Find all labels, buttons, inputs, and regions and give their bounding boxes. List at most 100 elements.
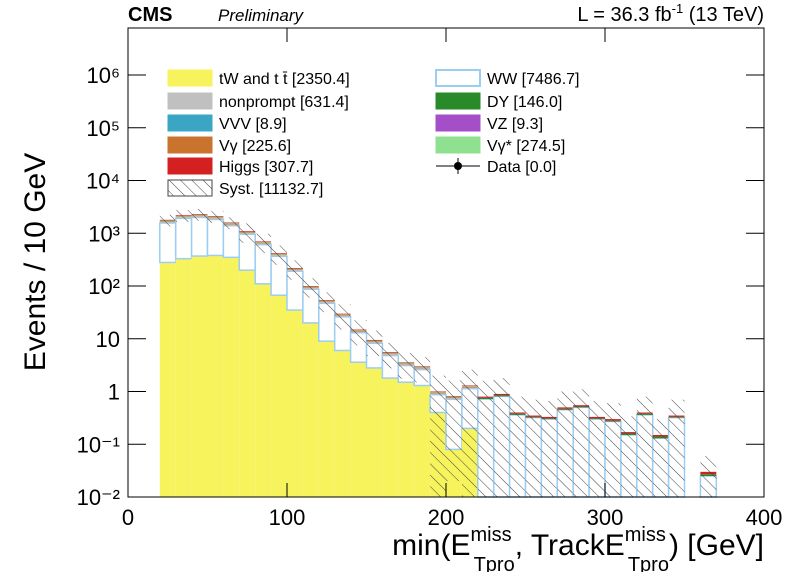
bar-segment <box>208 219 224 255</box>
legend-swatch <box>436 93 480 109</box>
y-axis-label: Events / 10 GeV <box>19 153 52 371</box>
bar-segment <box>208 255 224 497</box>
syst-band <box>351 320 367 345</box>
x-tick-label: 200 <box>428 505 465 530</box>
bar-segment <box>239 270 255 497</box>
legend-label: Data [0.0] <box>487 159 556 176</box>
legend-swatch <box>436 70 480 86</box>
y-tick-label: 10⁶ <box>86 63 120 88</box>
legend-swatch <box>168 180 212 196</box>
syst-band <box>621 416 637 497</box>
y-tick-label: 10³ <box>88 221 120 246</box>
legend-marker <box>454 162 462 170</box>
syst-band <box>700 456 716 497</box>
bar-segment <box>192 256 208 497</box>
legend-label: Vγ [225.6] <box>219 138 291 155</box>
syst-band <box>462 370 478 497</box>
syst-band <box>526 400 542 497</box>
x-label-part: min(E <box>392 529 470 562</box>
legend-label: Vγ* [274.5] <box>487 138 565 155</box>
y-tick-label: 10⁴ <box>86 169 120 194</box>
lumi-exp: -1 <box>672 1 684 16</box>
syst-band <box>160 215 176 227</box>
bar-segment <box>223 257 239 497</box>
legend-swatch <box>168 70 212 86</box>
syst-band <box>557 392 573 497</box>
syst-band <box>494 378 510 497</box>
bar-segment <box>382 378 398 497</box>
syst-band <box>398 353 414 379</box>
x-tick-label: 300 <box>587 505 624 530</box>
plot-area <box>160 209 717 497</box>
y-tick-label: 10⁵ <box>86 116 120 141</box>
legend-label: VVV [8.9] <box>219 116 287 133</box>
x-tick-label: 100 <box>269 505 306 530</box>
syst-band <box>446 380 462 481</box>
legend-swatch <box>168 158 212 174</box>
lumi: L = 36.3 fb-1 (13 TeV) <box>577 1 764 26</box>
y-tick-label: 1 <box>108 380 120 405</box>
y-tick-label: 10⁻¹ <box>77 432 120 457</box>
syst-band <box>319 292 335 312</box>
bar-segment <box>192 217 208 256</box>
bar-segment <box>287 310 303 497</box>
x-label-sub: Tpro <box>474 554 515 572</box>
syst-band <box>430 376 446 497</box>
legend-label: DY [146.0] <box>487 94 562 111</box>
syst-band <box>255 234 271 253</box>
legend-label: VZ [9.3] <box>487 116 543 133</box>
legend-swatch <box>168 115 212 131</box>
legend-label: tW and t t̄ [2350.4] <box>219 71 350 88</box>
syst-band <box>637 397 653 497</box>
syst-band <box>510 397 526 497</box>
syst-band <box>541 401 557 497</box>
y-tick-label: 10 <box>96 327 120 352</box>
syst-band <box>478 381 494 497</box>
syst-band <box>208 211 224 223</box>
bar-segment <box>367 368 383 497</box>
status: Preliminary <box>218 6 305 25</box>
bar-segment <box>160 262 176 497</box>
syst-band <box>335 304 351 329</box>
legend-swatch <box>436 137 480 153</box>
legend-label: Higgs [307.7] <box>219 159 313 176</box>
x-label-part: , TrackE <box>515 529 625 562</box>
bar-segment <box>271 295 287 497</box>
x-label-part: ) [GeV] <box>669 529 764 562</box>
bar-segment <box>319 341 335 497</box>
syst-band <box>367 331 383 356</box>
legend-label: Syst. [11132.7] <box>219 181 323 198</box>
legend-label: WW [7486.7] <box>487 71 579 88</box>
x-tick-label: 0 <box>122 505 134 530</box>
lumi-text: L = 36.3 fb <box>577 4 671 26</box>
x-label-sup: miss <box>625 524 666 546</box>
bar-segment <box>176 259 192 497</box>
syst-band <box>176 210 192 222</box>
bar-segment <box>255 284 271 497</box>
y-tick-label: 10⁻² <box>77 485 120 510</box>
x-tick-label: 400 <box>746 505 783 530</box>
syst-band <box>192 209 208 221</box>
syst-band <box>239 223 255 242</box>
experiment: CMS <box>128 4 172 26</box>
bar-segment <box>303 323 319 497</box>
bar-segment <box>335 350 351 497</box>
syst-band <box>382 343 398 368</box>
syst-band <box>287 260 303 279</box>
syst-band <box>573 389 589 497</box>
syst-band <box>669 400 685 497</box>
y-tick-label: 10² <box>88 274 120 299</box>
bar-segment <box>160 223 176 262</box>
syst-band <box>414 357 430 382</box>
legend-swatch <box>168 137 212 153</box>
legend-swatch <box>436 115 480 131</box>
syst-band <box>303 278 319 297</box>
legend-label: nonprompt [631.4] <box>219 94 349 111</box>
bar-segment <box>414 386 430 497</box>
bar-segment <box>398 382 414 497</box>
syst-band <box>589 401 605 497</box>
bar-segment <box>176 218 192 258</box>
